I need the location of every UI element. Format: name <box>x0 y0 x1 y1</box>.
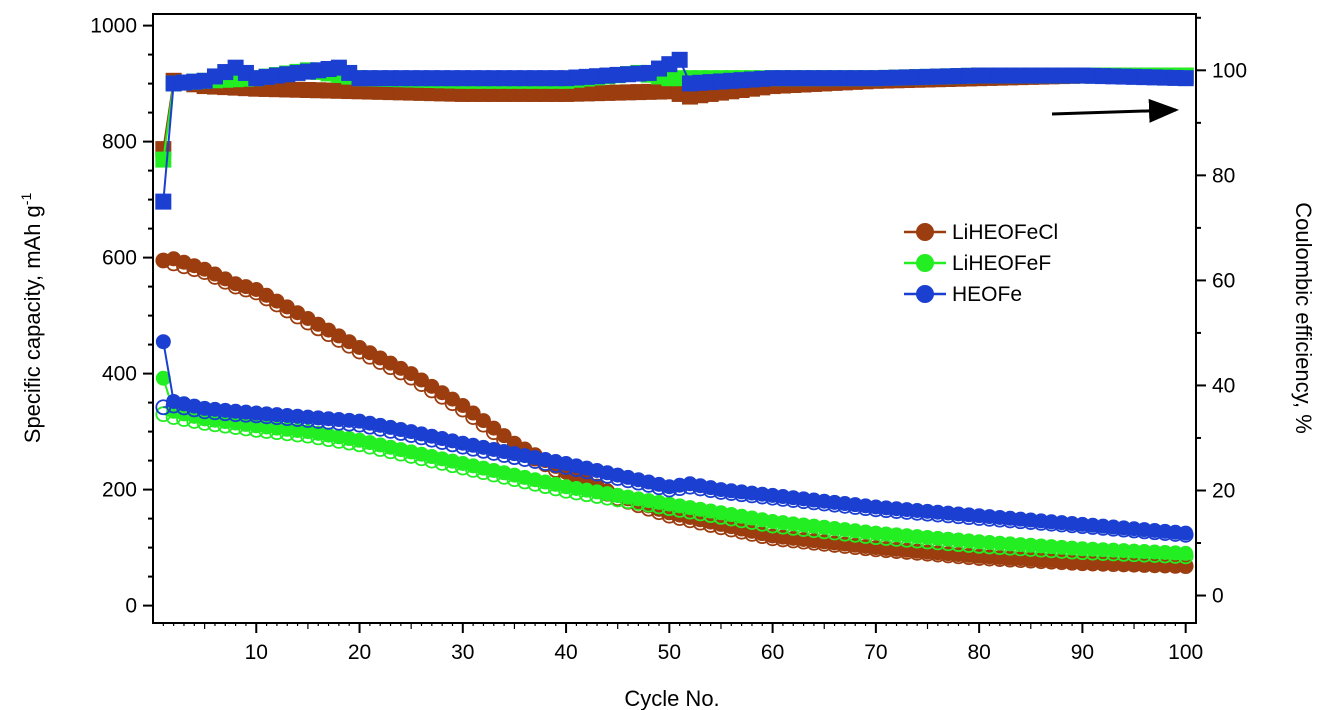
legend: LiHEOFeCl LiHEOFeF HEOFe <box>904 221 1058 306</box>
discharge-point <box>155 370 171 386</box>
legend-label: HEOFe <box>952 283 1022 306</box>
x-tick-label: 40 <box>554 641 577 664</box>
y-tick-label: 800 <box>102 131 137 154</box>
discharge-point <box>455 398 471 413</box>
x-tick-label: 20 <box>348 641 371 664</box>
discharge-point <box>486 420 502 436</box>
legend-swatch-marker <box>916 254 934 272</box>
efficiency-point <box>155 193 172 210</box>
y2-axis-title: Coulombic efficiency, % <box>1291 202 1316 434</box>
efficiency-point <box>671 51 688 68</box>
y2-tick-label: 60 <box>1212 269 1235 292</box>
y-axis-title-main: Specific capacity, mAh g <box>20 205 45 443</box>
y-tick-label: 0 <box>125 595 137 618</box>
legend-item-heofe: HEOFe <box>904 283 1022 306</box>
series-liheofecl <box>155 67 1194 575</box>
discharge-point <box>496 428 512 444</box>
plot-frame <box>152 13 1197 624</box>
efficiency-point <box>155 151 172 168</box>
y-tick-label: 200 <box>102 479 137 502</box>
y-axis-left: 0 200 400 600 800 1000 <box>90 15 153 618</box>
y-tick-label: 600 <box>102 247 137 270</box>
discharge-point <box>475 413 491 429</box>
x-tick-label: 80 <box>967 641 990 664</box>
discharge-point <box>155 334 171 350</box>
series-layer <box>155 51 1194 575</box>
x-tick-label: 30 <box>451 641 474 664</box>
legend-item-liheofef: LiHEOFeF <box>904 252 1051 275</box>
y2-tick-label: 20 <box>1212 479 1235 502</box>
y-tick-label: 400 <box>102 363 137 386</box>
legend-swatch-marker <box>916 285 934 303</box>
discharge-point <box>1178 545 1194 561</box>
x-tick-label: 100 <box>1168 641 1203 664</box>
efficiency-point <box>1177 70 1194 87</box>
y2-tick-label: 100 <box>1212 59 1247 82</box>
y2-tick-label: 40 <box>1212 374 1235 397</box>
y-axis-title: Specific capacity, mAh g-1 <box>18 193 45 444</box>
x-tick-label: 70 <box>864 641 887 664</box>
x-axis-title: Cycle No. <box>624 686 719 710</box>
y2-tick-label: 80 <box>1212 164 1235 187</box>
x-tick-label: 60 <box>761 641 784 664</box>
y-tick-label: 1000 <box>90 15 137 38</box>
x-tick-label: 90 <box>1071 641 1094 664</box>
y-axis-title-sup: -1 <box>18 193 34 206</box>
plot-border <box>152 13 1197 624</box>
y2-tick-label: 0 <box>1212 585 1224 608</box>
discharge-point <box>465 405 481 421</box>
legend-label: LiHEOFeF <box>952 252 1051 275</box>
legend-swatch-marker <box>916 223 934 241</box>
x-axis: 10 20 30 40 50 60 70 80 90 100 <box>162 623 1203 664</box>
discharge-point <box>1178 525 1194 541</box>
x-tick-label: 50 <box>658 641 681 664</box>
legend-item-liheofecl: LiHEOFeCl <box>904 221 1058 244</box>
x-tick-label: 10 <box>245 641 268 664</box>
y-axis-right: 0 20 40 60 80 100 <box>1196 16 1247 608</box>
legend-label: LiHEOFeCl <box>952 221 1058 244</box>
series-heofe <box>155 51 1194 543</box>
efficiency-arrow <box>1051 98 1179 123</box>
